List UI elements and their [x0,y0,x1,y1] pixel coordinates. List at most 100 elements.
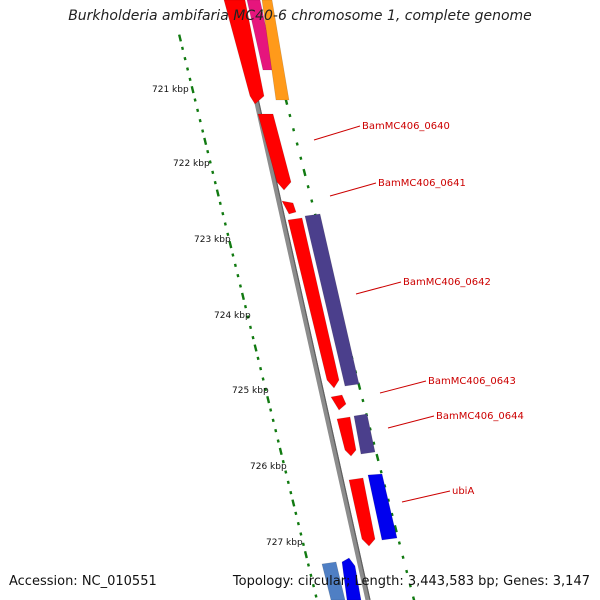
kbp-label: 725 kbp [232,386,269,396]
tick-mark [306,563,310,567]
tick-mark [375,453,380,462]
tick-mark [213,180,217,185]
tick-mark [296,521,300,526]
tick-mark [276,439,280,443]
tick-mark [281,459,285,464]
gene-label-leader [401,490,451,503]
gene-label-leader [329,182,377,197]
tick-mark [289,490,293,495]
gene-label: BamMC406_0642 [403,277,491,288]
gene-label-leader [379,380,427,394]
feature-bam0642-rev [304,213,360,387]
tick-mark [218,201,222,206]
tick-mark [302,168,307,177]
tick-mark [292,127,296,132]
tick-mark [314,594,318,598]
tick-mark [310,199,314,203]
gene-label: BamMC406_0643 [428,376,516,387]
tick-mark [248,325,253,330]
gene-label-leader [313,125,361,141]
tick-mark [246,315,250,319]
tick-mark [393,525,398,533]
tick-mark [288,113,292,118]
feature-bam0644-rev [353,413,376,455]
tick-mark [271,418,275,423]
feature-bam0640 [257,113,292,191]
feature-downstream-blue [341,557,362,600]
tick-mark [256,356,260,361]
tick-mark [386,498,390,503]
feature-downstream-steelblue [321,561,346,600]
accession-text: Accession: NC_010551 [9,574,157,589]
genome-summary-text: Topology: circular; Length: 3,443,583 bp… [232,574,590,589]
tick-mark [238,284,242,288]
tick-mark [361,398,365,403]
tick-mark [372,441,376,446]
kbp-label: 727 kbp [266,538,303,548]
tick-mark [397,541,401,545]
kbp-label: 723 kbp [194,235,231,245]
kbp-label: 721 kbp [152,85,189,95]
gene-label-leaders [313,125,451,503]
tick-mark [284,470,288,474]
gene-label-leader [387,415,435,429]
tick-mark [291,499,296,507]
feature-ubiA [348,477,376,547]
feature-ubiA-rev [367,473,398,541]
tick-mark [266,395,271,404]
tick-mark [231,253,235,257]
tick-mark [311,583,316,588]
tick-mark [243,304,248,309]
gene-label: BamMC406_0641 [378,178,466,189]
tick-mark [188,77,192,82]
tick-mark [286,480,290,485]
feature-bam0644 [336,416,357,457]
tick-mark [299,156,303,161]
tick-mark [274,428,278,433]
gene-label: BamMC406_0640 [362,121,450,132]
gene-label: ubiA [452,486,474,497]
kbp-label: 722 kbp [173,159,210,169]
tick-mark [208,160,212,164]
tick-mark [306,184,310,189]
tick-mark [203,137,208,146]
tick-mark [233,263,237,268]
tick-mark [215,189,220,197]
tick-mark [196,108,200,113]
tick-mark [301,542,305,547]
tick-mark [221,211,225,216]
feature-bam0643 [330,394,347,411]
tick-mark [405,569,409,574]
tick-mark [309,573,313,578]
tick-mark [183,56,187,61]
tick-mark [264,387,268,392]
tick-mark [253,344,258,352]
tick-mark [390,512,394,517]
kbp-label: 726 kbp [250,462,287,472]
tick-mark [411,596,416,600]
tick-mark [178,34,182,42]
tick-mark [259,366,263,371]
gene-labels: BamMC406_0640 BamMC406_0641 BamMC406_0642 B… [362,121,524,497]
tick-mark [294,511,298,516]
tick-mark [193,98,197,102]
tick-mark [190,85,195,94]
gene-label: BamMC406_0644 [436,411,524,422]
feature-bam0641 [281,200,297,215]
tick-mark [251,335,255,340]
tick-mark [408,583,412,588]
tick-mark [201,129,205,133]
gene-features [223,0,398,600]
tick-mark [228,240,233,249]
tick-mark [211,170,215,175]
map-title: Burkholderia ambifaria MC40-6 chromosome… [68,8,532,24]
tick-mark [269,408,273,412]
tick-mark [303,550,308,559]
tick-mark [401,555,405,560]
tick-mark [198,118,202,123]
feature-upstream-red [223,0,265,105]
tick-mark [261,377,265,381]
tick-mark [186,67,190,71]
